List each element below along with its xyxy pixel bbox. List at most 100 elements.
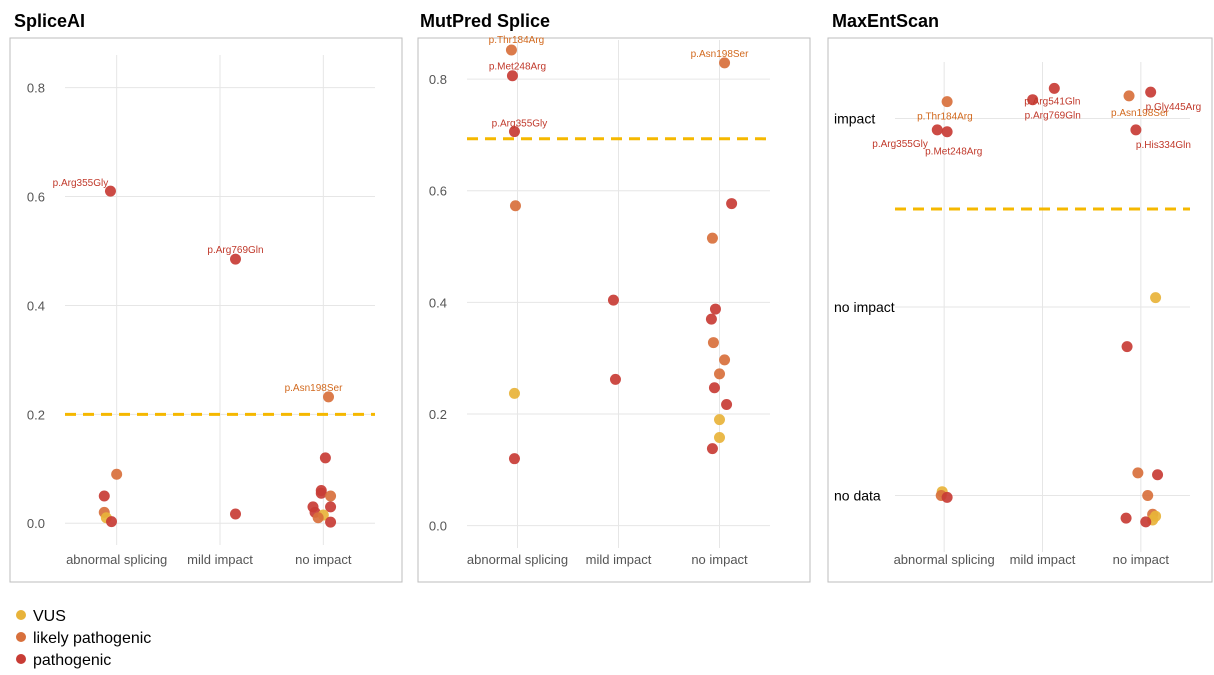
y-tick-label: 0.2 (429, 407, 447, 422)
data-point (106, 516, 117, 528)
data-point (941, 491, 953, 503)
panel-frame (417, 37, 811, 583)
legend: VUS likely pathogenic pathogenic (16, 608, 151, 669)
data-point (1123, 90, 1135, 102)
y-tick-label: 0.0 (27, 516, 45, 531)
data-point (1140, 516, 1152, 528)
y-tick-label: 0.8 (27, 81, 45, 96)
data-point (505, 44, 517, 56)
data-point (607, 294, 619, 306)
point-label: p.Arg769Gln (1025, 111, 1081, 122)
legend-marker (16, 654, 26, 664)
data-point (508, 387, 520, 399)
data-point (1048, 82, 1060, 94)
data-point (1150, 292, 1162, 304)
data-point (325, 501, 337, 513)
point-label: p.Met248Arg (489, 62, 546, 73)
point-label: p.Gly445Arg (1146, 102, 1202, 113)
y-tick-label: no impact (834, 299, 895, 315)
point-label: p.Arg355Gly (53, 178, 109, 189)
data-point (714, 368, 725, 380)
data-point (706, 232, 718, 244)
y-tick-label: 0.8 (429, 72, 447, 87)
point-label: p.Arg355Gly (492, 119, 548, 130)
panel-frame (9, 37, 403, 583)
x-tick-label: abnormal splicing (66, 552, 167, 567)
legend-label: likely pathogenic (33, 630, 151, 647)
x-tick-label: mild impact (187, 552, 253, 567)
data-point (1120, 512, 1132, 524)
data-point (319, 452, 331, 464)
data-point (111, 468, 123, 480)
point-label: p.Arg541Gln (1024, 96, 1080, 107)
y-tick-label: 0.6 (429, 184, 447, 199)
x-tick-label: no impact (295, 552, 352, 567)
point-label: p.Arg355Gly (872, 139, 928, 150)
x-tick-label: no impact (691, 552, 748, 567)
chart-panel-1: SpliceAI 0.0 0.2 0.4 0.6 0.8 abnormal splicing… (9, 11, 403, 583)
legend-label: VUS (33, 608, 66, 625)
chart-title: MaxEntScan (832, 11, 939, 31)
y-tick-label: 0.6 (27, 190, 45, 205)
data-point (98, 490, 110, 502)
chart-title: SpliceAI (14, 11, 85, 31)
data-point (941, 96, 953, 108)
data-point (714, 414, 725, 426)
data-point (509, 200, 521, 212)
x-tick-label: abnormal splicing (894, 552, 995, 567)
chart-panel-2: MutPred Splice 0.0 0.2 0.4 0.6 0.8 abnormal sp… (417, 11, 811, 583)
point-label: p.Met248Arg (925, 147, 982, 158)
data-point (707, 337, 719, 349)
point-label: p.Asn198Ser (285, 383, 343, 394)
x-tick-label: abnormal splicing (467, 552, 568, 567)
data-point (705, 313, 717, 325)
data-point (230, 508, 241, 520)
chart-panels: SpliceAI 0.0 0.2 0.4 0.6 0.8 abnormal splicing… (9, 11, 1213, 583)
data-point (721, 399, 733, 411)
data-point (508, 126, 520, 138)
data-point (708, 382, 720, 394)
data-point (323, 391, 334, 403)
y-tick-label: 0.4 (429, 295, 447, 310)
y-tick-label: 0.4 (27, 298, 45, 313)
legend-marker (16, 610, 26, 620)
data-point (1121, 341, 1133, 353)
point-label: p.Asn198Ser (1111, 108, 1169, 119)
data-point (506, 70, 518, 82)
point-label: p.Arg769Gln (207, 245, 263, 256)
data-point (1152, 469, 1164, 481)
x-tick-label: no impact (1113, 552, 1170, 567)
data-point (315, 487, 327, 499)
data-point (719, 57, 731, 69)
point-label: p.Thr184Arg (489, 35, 545, 46)
data-point (312, 512, 324, 524)
y-tick-label: 0.0 (429, 519, 447, 534)
data-point (1132, 467, 1144, 479)
data-point (1145, 86, 1157, 98)
data-point (1130, 124, 1142, 136)
data-point (325, 490, 337, 502)
data-point (931, 124, 943, 136)
data-point (104, 185, 116, 197)
data-point (325, 516, 337, 528)
chart-title: MutPred Splice (420, 11, 550, 31)
data-point (230, 253, 241, 265)
chart-panel-3: MaxEntScan no data no impact impact abnormal… (827, 11, 1213, 583)
point-label: p.Asn198Ser (691, 49, 749, 60)
data-point (508, 453, 520, 465)
data-point (1027, 94, 1039, 106)
point-label: p.Thr184Arg (917, 112, 973, 123)
y-tick-label: 0.2 (27, 407, 45, 422)
data-point (706, 443, 718, 455)
data-point (726, 198, 738, 210)
y-tick-label: no data (834, 487, 881, 503)
legend-marker (16, 632, 26, 642)
data-point (941, 126, 953, 138)
legend-label: pathogenic (33, 652, 111, 669)
data-point (1142, 489, 1154, 501)
data-point (714, 431, 725, 443)
point-label: p.His334Gln (1136, 140, 1191, 151)
x-tick-label: mild impact (1010, 552, 1076, 567)
data-point (719, 354, 731, 366)
